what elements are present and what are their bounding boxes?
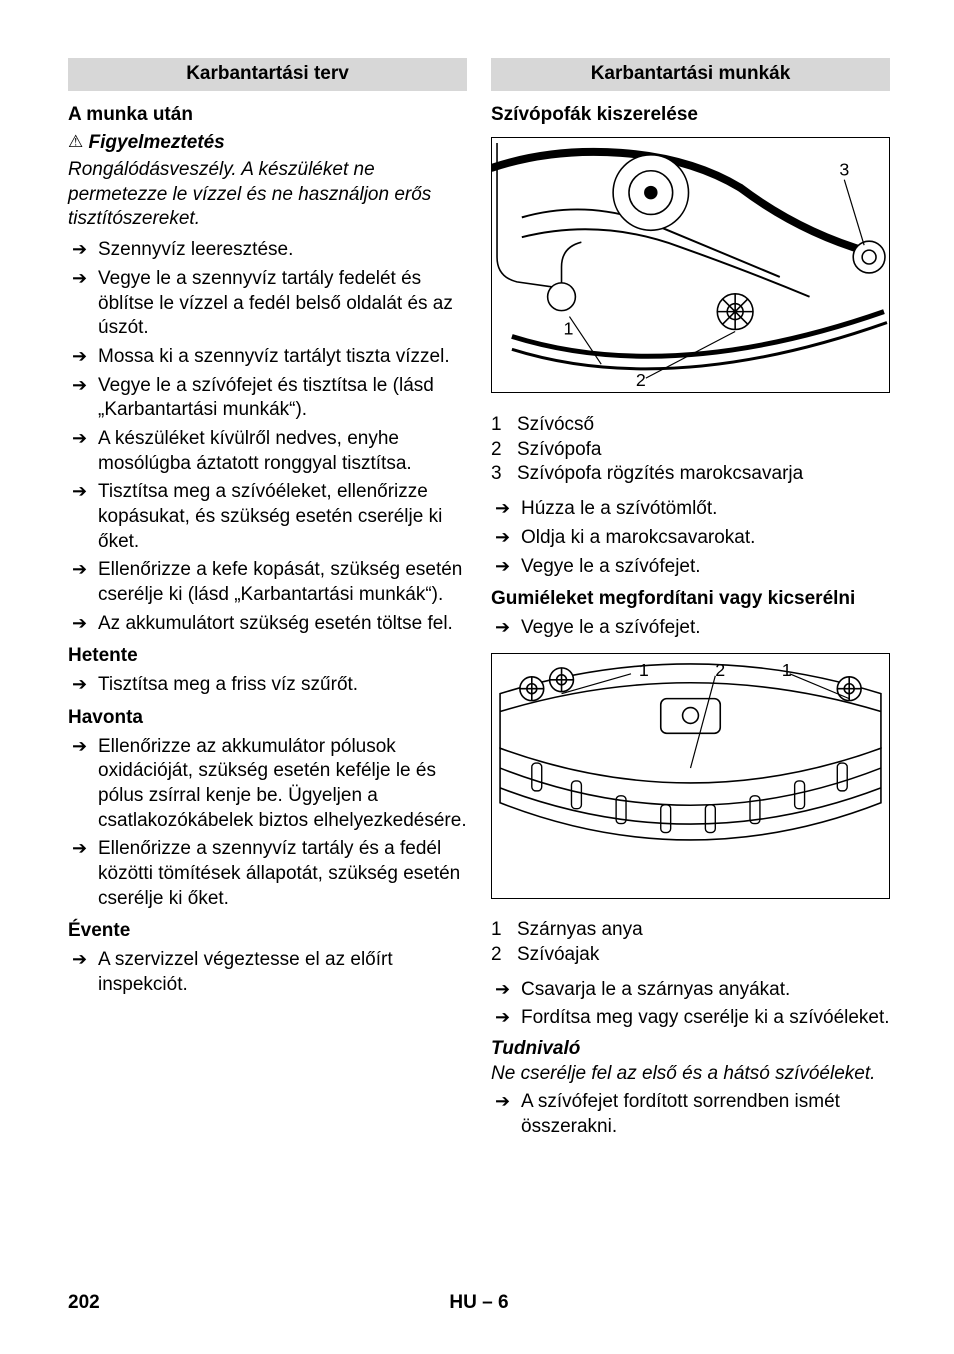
right-column: Karbantartási munkák Szívópofák kiszerel…: [491, 58, 890, 1146]
footer-center: HU – 6: [449, 1291, 508, 1316]
monthly-list: Ellenőrizze az akkumulátor pólusok oxidá…: [68, 735, 467, 912]
legend-2: 1 Szárnyas anya 2 Szívóajak: [491, 918, 890, 967]
callout-2: 2: [636, 370, 646, 390]
list-item: Tisztítsa meg a szívóéleket, ellenőrizze…: [68, 480, 467, 554]
list-item: A szervizzel végeztesse el az előírt ins…: [68, 948, 467, 997]
left-column: Karbantartási terv A munka után ⚠ Figyel…: [68, 58, 467, 1146]
yearly-heading: Évente: [68, 919, 467, 944]
note-label: Tudnivaló: [491, 1037, 890, 1062]
remove-list: Húzza le a szívótömlőt. Oldja ki a marok…: [491, 497, 890, 579]
legend-text: Szívópofa: [517, 438, 890, 463]
yearly-list: A szervizzel végeztesse el az előírt ins…: [68, 948, 467, 997]
list-item: Fordítsa meg vagy cserélje ki a szívóéle…: [491, 1006, 890, 1031]
legend-num: 3: [491, 462, 517, 487]
list-item: Oldja ki a marokcsavarokat.: [491, 526, 890, 551]
page-footer: 202 HU – 6: [68, 1291, 890, 1316]
remove-heading: Szívópofák kiszerelése: [491, 103, 890, 128]
note-body: Ne cserélje fel az első és a hátsó szívó…: [491, 1062, 890, 1087]
callout-1r: 1: [782, 659, 792, 679]
legend-row: 2 Szívóajak: [491, 943, 890, 968]
callout-1: 1: [564, 319, 574, 339]
weekly-list: Tisztítsa meg a friss víz szűrőt.: [68, 673, 467, 698]
list-item: Az akkumulátort szükség esetén töltse fe…: [68, 612, 467, 637]
legend-row: 2 Szívópofa: [491, 438, 890, 463]
figure-squeegee-flip: 1 2 1: [491, 653, 890, 899]
legend-text: Szívóajak: [517, 943, 890, 968]
flip-list: Csavarja le a szárnyas anyákat. Fordítsa…: [491, 978, 890, 1031]
list-item: A szívófejet fordított sorrendben ismét …: [491, 1090, 890, 1139]
warning-line: ⚠ Figyelmeztetés: [68, 131, 467, 156]
flip-heading: Gumiéleket megfordítani vagy kicserélni: [491, 587, 890, 612]
legend-text: Szívópofa rögzítés marokcsavarja: [517, 462, 890, 487]
weekly-heading: Hetente: [68, 644, 467, 669]
flip-pre-list: Vegye le a szívófejet.: [491, 616, 890, 641]
section-title-left: Karbantartási terv: [68, 58, 467, 91]
legend-num: 1: [491, 918, 517, 943]
page-number: 202: [68, 1291, 100, 1316]
list-item: Tisztítsa meg a friss víz szűrőt.: [68, 673, 467, 698]
after-work-heading: A munka után: [68, 103, 467, 128]
legend-row: 3 Szívópofa rögzítés marokcsavarja: [491, 462, 890, 487]
warning-icon: ⚠: [68, 132, 83, 151]
after-work-list: Szennyvíz leeresztése. Vegye le a szenny…: [68, 238, 467, 636]
list-item: Mossa ki a szennyvíz tartályt tiszta víz…: [68, 345, 467, 370]
section-title-right: Karbantartási munkák: [491, 58, 890, 91]
list-item: Szennyvíz leeresztése.: [68, 238, 467, 263]
callout-3: 3: [839, 160, 849, 180]
callout-1l: 1: [639, 659, 649, 679]
list-item: Vegye le a szívófejet.: [491, 555, 890, 580]
legend-text: Szárnyas anya: [517, 918, 890, 943]
list-item: Húzza le a szívótömlőt.: [491, 497, 890, 522]
warning-body: Rongálódásveszély. A készüléket ne perme…: [68, 158, 467, 232]
figure-squeegee-remove: 1 2 3: [491, 137, 890, 393]
legend-text: Szívócső: [517, 413, 890, 438]
list-item: Csavarja le a szárnyas anyákat.: [491, 978, 890, 1003]
legend-1: 1 Szívócső 2 Szívópofa 3 Szívópofa rögzí…: [491, 413, 890, 487]
final-list: A szívófejet fordított sorrendben ismét …: [491, 1090, 890, 1139]
list-item: Vegye le a szívófejet.: [491, 616, 890, 641]
list-item: Ellenőrizze a szennyvíz tartály és a fed…: [68, 837, 467, 911]
monthly-heading: Havonta: [68, 706, 467, 731]
list-item: A készüléket kívülről nedves, enyhe mosó…: [68, 427, 467, 476]
list-item: Ellenőrizze az akkumulátor pólusok oxidá…: [68, 735, 467, 834]
list-item: Vegye le a szívófejet és tisztítsa le (l…: [68, 374, 467, 423]
legend-num: 2: [491, 438, 517, 463]
legend-num: 1: [491, 413, 517, 438]
legend-row: 1 Szárnyas anya: [491, 918, 890, 943]
warning-label: Figyelmeztetés: [89, 132, 225, 153]
legend-row: 1 Szívócső: [491, 413, 890, 438]
list-item: Vegye le a szennyvíz tartály fedelét és …: [68, 267, 467, 341]
callout-2: 2: [715, 659, 725, 679]
legend-num: 2: [491, 943, 517, 968]
list-item: Ellenőrizze a kefe kopását, szükség eset…: [68, 558, 467, 607]
